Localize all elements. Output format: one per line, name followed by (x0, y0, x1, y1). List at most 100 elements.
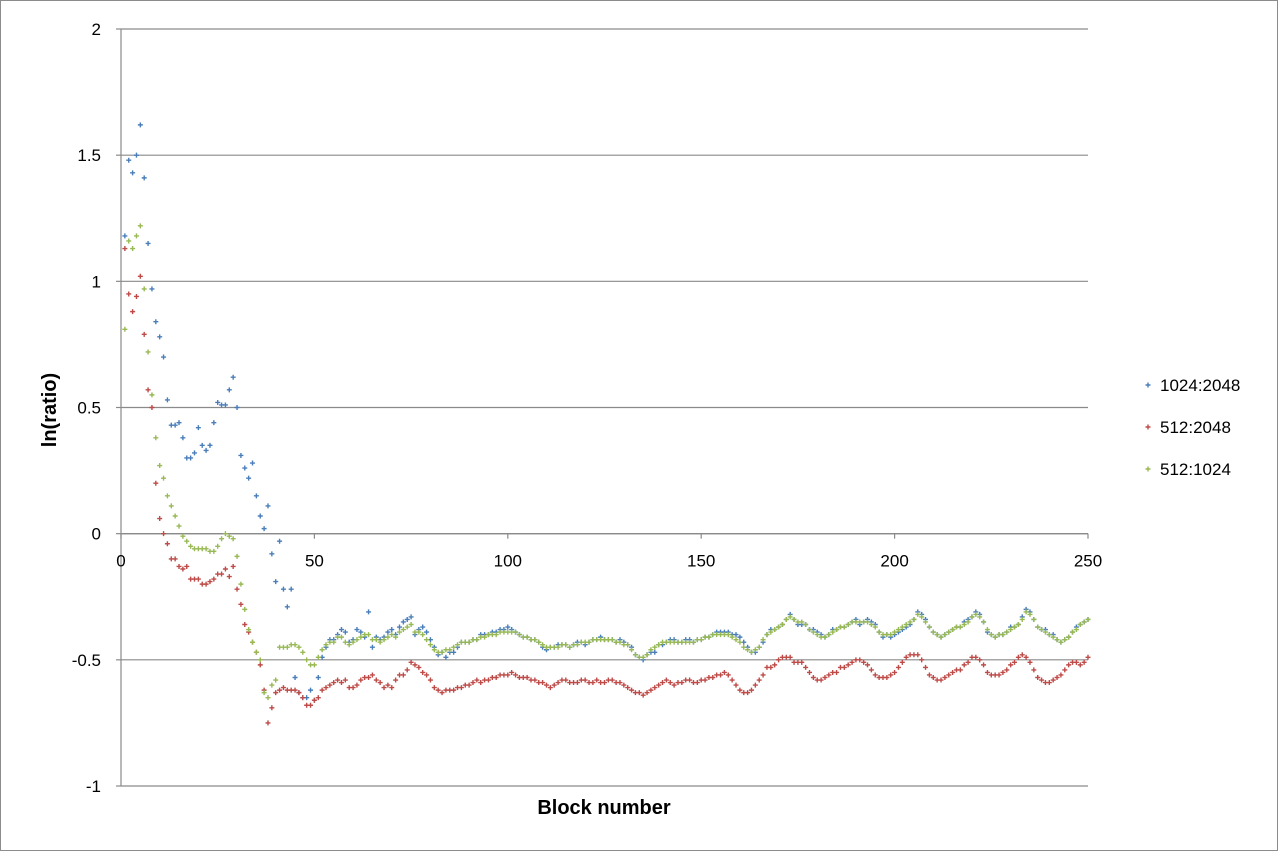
data-point (1054, 637, 1060, 643)
y-tick-label: 1.5 (77, 146, 101, 165)
data-point (764, 632, 770, 638)
data-point (284, 644, 290, 650)
data-point (1039, 627, 1045, 633)
data-point (420, 669, 426, 675)
data-point (652, 685, 658, 691)
data-point (304, 657, 310, 663)
data-point (431, 685, 437, 691)
data-point (319, 647, 325, 653)
data-point (938, 677, 944, 683)
x-tick-label: 150 (687, 552, 715, 571)
data-point (977, 657, 983, 663)
data-point (323, 685, 329, 691)
data-point (369, 672, 375, 678)
data-point (1019, 652, 1025, 658)
data-point (988, 632, 994, 638)
data-point (505, 672, 511, 678)
data-point (369, 644, 375, 650)
data-point (393, 677, 399, 683)
data-point (377, 639, 383, 645)
data-point (923, 619, 929, 625)
data-point (822, 674, 828, 680)
data-point (149, 405, 155, 410)
data-point (145, 387, 151, 393)
data-point (629, 687, 635, 693)
data-point (1054, 674, 1060, 680)
data-point (876, 629, 882, 635)
data-point (923, 664, 929, 670)
data-point (822, 634, 828, 640)
data-point (400, 619, 406, 625)
data-point (288, 586, 294, 592)
data-point (1031, 667, 1037, 673)
data-point (1066, 662, 1072, 668)
data-point (443, 654, 449, 660)
data-point (644, 690, 650, 696)
data-point (1066, 634, 1072, 640)
data-point (261, 526, 267, 532)
data-point (950, 627, 956, 633)
data-point (257, 657, 263, 663)
data-point (737, 639, 743, 645)
legend-marker (1145, 382, 1151, 388)
data-point (400, 672, 406, 678)
data-point (942, 632, 948, 638)
data-point (284, 604, 290, 610)
data-point (729, 634, 735, 640)
data-point (984, 627, 990, 633)
data-point (1070, 629, 1076, 635)
data-point (826, 632, 832, 638)
data-point (733, 632, 739, 638)
data-point (485, 677, 491, 683)
data-point (408, 614, 414, 620)
data-point (478, 680, 484, 686)
data-point (396, 624, 402, 630)
data-point (555, 644, 561, 650)
data-point (172, 422, 178, 428)
data-point (1004, 629, 1010, 635)
data-point (640, 692, 646, 698)
data-point (725, 672, 731, 678)
data-point (1073, 659, 1079, 665)
data-point (981, 662, 987, 668)
axes (116, 28, 1089, 787)
data-point (242, 606, 248, 612)
data-point (725, 632, 731, 638)
data-point (427, 642, 433, 648)
data-point (157, 516, 163, 522)
data-point (389, 632, 395, 638)
data-point (385, 634, 391, 640)
x-tick-label: 100 (494, 552, 522, 571)
data-point (849, 659, 855, 665)
data-point (563, 642, 569, 648)
data-point (366, 674, 372, 680)
data-point (594, 677, 600, 683)
data-point (636, 690, 642, 696)
data-point (865, 619, 871, 625)
data-point (965, 659, 971, 665)
data-point (172, 556, 178, 562)
data-point (1062, 667, 1068, 673)
data-point (524, 674, 530, 680)
data-point (335, 677, 341, 683)
data-point (226, 533, 232, 539)
data-point (1015, 654, 1021, 660)
data-point (1085, 616, 1091, 622)
data-point (1058, 639, 1064, 645)
data-point (1027, 659, 1033, 665)
data-point (505, 624, 511, 630)
data-point (451, 649, 457, 655)
data-point (296, 690, 302, 696)
data-point (799, 659, 805, 665)
data-point (841, 664, 847, 670)
data-point (567, 644, 573, 650)
y-tick-label: -1 (86, 777, 101, 796)
data-point (1008, 662, 1014, 668)
data-point (292, 674, 298, 680)
data-point (354, 682, 360, 688)
data-point (907, 619, 913, 625)
data-point (161, 531, 167, 537)
data-point (447, 647, 453, 653)
data-point (718, 672, 724, 678)
data-point (420, 632, 426, 638)
